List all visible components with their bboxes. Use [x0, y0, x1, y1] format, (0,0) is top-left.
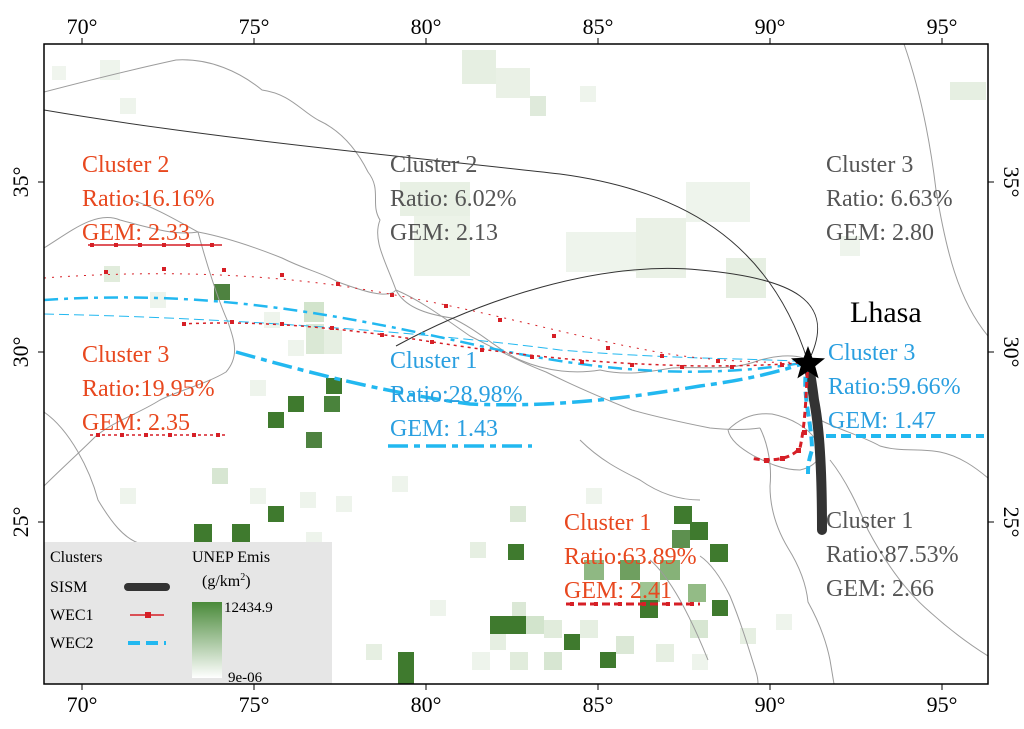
- annotation-name: Cluster 3: [826, 152, 913, 178]
- annotation-wec1-cluster1: Cluster 1 Ratio:63.89% GEM: 2.41: [564, 510, 697, 604]
- colorbar-max: 12434.9: [224, 600, 273, 616]
- sism-cluster2-path: [44, 109, 809, 363]
- annotation-gem: GEM: 2.66: [826, 576, 934, 602]
- y-tick-label: 30°: [8, 337, 33, 368]
- lhasa-label: Lhasa: [850, 296, 922, 329]
- sism-cluster1-path: [803, 357, 827, 535]
- legend-background: [44, 542, 332, 684]
- sism-trajectories: [44, 109, 827, 535]
- wec1-c2-underline: [88, 243, 222, 247]
- annotation-ratio: Ratio: 6.63%: [826, 186, 953, 212]
- x-tick-label: 90°: [755, 14, 786, 39]
- annotation-ratio: Ratio:63.89%: [564, 544, 697, 570]
- annotation-gem: GEM: 2.33: [82, 220, 190, 246]
- x-axis-bottom: 70° 75° 80° 85° 90° 95°: [67, 684, 958, 717]
- x-tick-label: 90°: [755, 692, 786, 717]
- wec2-cluster1-path: [235, 350, 809, 407]
- annotation-wec1-cluster3: Cluster 3 Ratio:19.95% GEM: 2.35: [82, 342, 215, 436]
- y-axis-right: 25° 30° 35°: [988, 167, 1024, 538]
- wec1-trajectories: [44, 273, 810, 462]
- annotation-ratio: Ratio:16.16%: [82, 186, 215, 212]
- annotation-gem: GEM: 2.41: [564, 578, 672, 604]
- annotation-wec2-cluster1: Cluster 1 Ratio:28.98% GEM: 1.43: [390, 348, 523, 442]
- x-tick-label: 80°: [411, 692, 442, 717]
- x-tick-label: 95°: [927, 692, 958, 717]
- y-tick-label: 35°: [999, 167, 1024, 198]
- x-tick-label: 95°: [927, 14, 958, 39]
- lhasa-star-icon: [791, 346, 825, 379]
- annotation-name: Cluster 1: [390, 348, 477, 374]
- sism-cluster3-path: [395, 267, 819, 363]
- annotation-name: Cluster 3: [82, 342, 169, 368]
- annotation-name: Cluster 1: [826, 508, 913, 534]
- annotation-ratio: Ratio:28.98%: [390, 382, 523, 408]
- annotation-sism-cluster1: Cluster 1 Ratio:87.53% GEM: 2.66: [826, 508, 959, 602]
- legend-item-wec1: WEC1: [50, 607, 94, 624]
- legend-item-sism: SISM: [50, 579, 87, 596]
- annotation-wec2-cluster3: Cluster 3 Ratio:59.66% GEM: 1.47: [828, 340, 961, 434]
- annotation-name: Cluster 2: [390, 152, 477, 178]
- x-tick-label: 70°: [67, 14, 98, 39]
- annotation-ratio: Ratio:87.53%: [826, 542, 959, 568]
- wec1-c3-underline: [90, 433, 226, 437]
- colorbar: [192, 602, 222, 678]
- y-axis-left: 25° 30° 35°: [8, 167, 44, 538]
- annotation-gem: GEM: 2.35: [82, 410, 190, 436]
- annotation-gem: GEM: 1.47: [828, 408, 936, 434]
- annotation-wec1-cluster2: Cluster 2 Ratio:16.16% GEM: 2.33: [82, 152, 215, 246]
- colorbar-min: 9e-06: [228, 670, 263, 686]
- x-tick-label: 85°: [583, 692, 614, 717]
- wec2-cluster3-path: [44, 296, 809, 373]
- annotation-ratio: Ratio:19.95%: [82, 376, 215, 402]
- country-borders: [44, 44, 988, 684]
- annotation-ratio: Ratio: 6.02%: [390, 186, 517, 212]
- x-axis-top: 70° 75° 80° 85° 90° 95°: [67, 14, 958, 44]
- x-tick-label: 70°: [67, 692, 98, 717]
- annotation-sism-cluster3: Cluster 3 Ratio: 6.63% GEM: 2.80: [826, 152, 953, 246]
- annotation-sism-cluster2: Cluster 2 Ratio: 6.02% GEM: 2.13: [390, 152, 517, 246]
- annotation-name: Cluster 1: [564, 510, 651, 536]
- wec1-markers: [104, 267, 807, 463]
- annotation-ratio: Ratio:59.66%: [828, 374, 961, 400]
- legend-item-wec2: WEC2: [50, 635, 94, 652]
- colorbar-unit: (g/km2): [202, 572, 251, 590]
- map-frame: [43, 43, 989, 685]
- y-tick-label: 35°: [8, 167, 33, 198]
- wec1-c1-underline: [566, 602, 700, 606]
- annotation-gem: GEM: 2.80: [826, 220, 934, 246]
- wec1-cluster1-path: [749, 361, 810, 462]
- annotation-name: Cluster 3: [828, 340, 915, 366]
- annotation-gem: GEM: 2.13: [390, 220, 498, 246]
- legend-title: Clusters: [50, 549, 102, 566]
- x-tick-label: 75°: [239, 692, 270, 717]
- colorbar-title: UNEP Emis: [192, 549, 270, 566]
- y-tick-label: 25°: [8, 507, 33, 538]
- annotation-gem: GEM: 1.43: [390, 416, 498, 442]
- emission-grid: [52, 50, 986, 684]
- x-tick-label: 80°: [411, 14, 442, 39]
- x-tick-label: 85°: [583, 14, 614, 39]
- y-tick-label: 30°: [999, 337, 1024, 368]
- x-tick-label: 75°: [239, 14, 270, 39]
- wec2-cluster3-thin-path: [44, 313, 809, 363]
- y-tick-label: 25°: [999, 507, 1024, 538]
- legend: Clusters SISM WEC1 WEC2 UNEP Emis (g/km2…: [44, 542, 332, 686]
- annotation-name: Cluster 2: [82, 152, 169, 178]
